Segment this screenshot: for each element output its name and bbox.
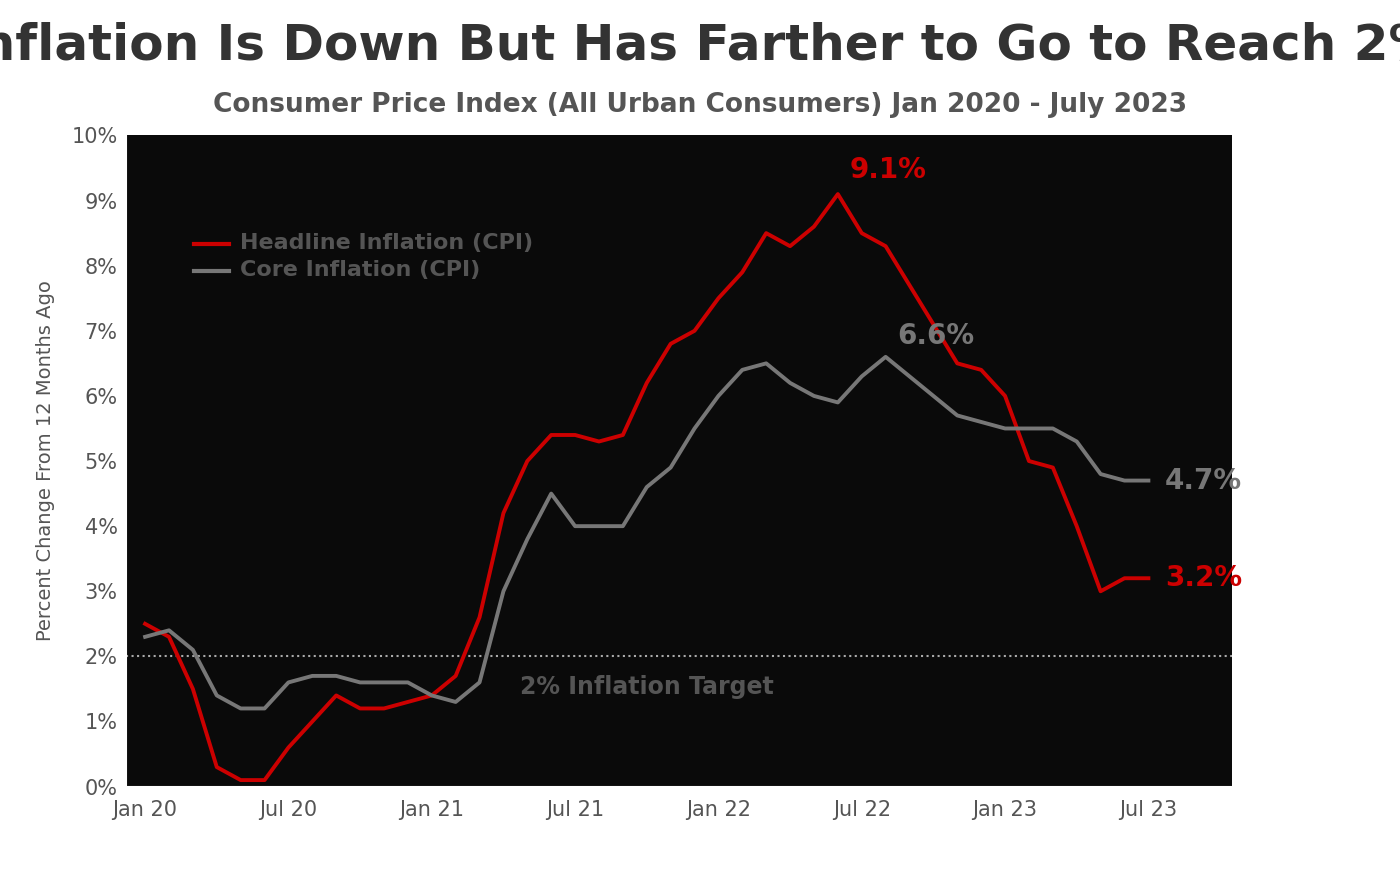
Text: 4.7%: 4.7% bbox=[1165, 467, 1242, 495]
Legend: Headline Inflation (CPI), Core Inflation (CPI): Headline Inflation (CPI), Core Inflation… bbox=[188, 227, 539, 285]
Y-axis label: Percent Change From 12 Months Ago: Percent Change From 12 Months Ago bbox=[36, 281, 55, 642]
Text: 3.2%: 3.2% bbox=[1165, 565, 1242, 593]
Text: Consumer Price Index (All Urban Consumers) Jan 2020 - July 2023: Consumer Price Index (All Urban Consumer… bbox=[213, 92, 1187, 118]
Text: Inflation Is Down But Has Farther to Go to Reach 2%: Inflation Is Down But Has Farther to Go … bbox=[0, 22, 1400, 70]
Text: 6.6%: 6.6% bbox=[897, 323, 974, 350]
Text: 2% Inflation Target: 2% Inflation Target bbox=[519, 675, 774, 698]
Text: 9.1%: 9.1% bbox=[850, 156, 927, 184]
